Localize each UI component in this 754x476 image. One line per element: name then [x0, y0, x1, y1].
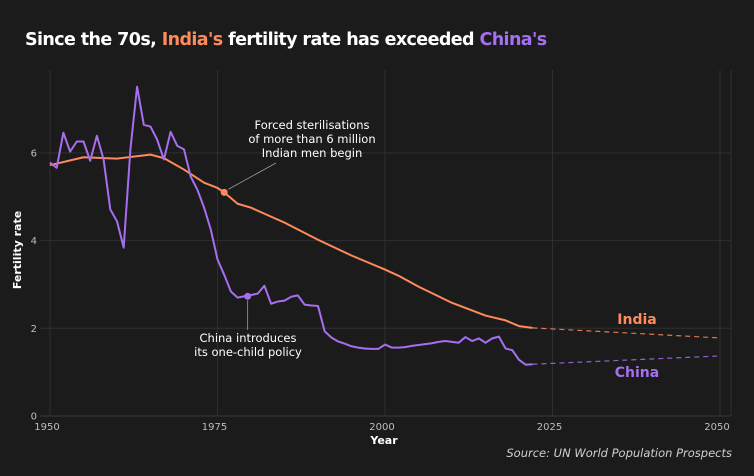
annotation-china-marker	[244, 292, 252, 300]
y-axis-label: Fertility rate	[11, 211, 24, 289]
y-tick-label: 4	[31, 236, 37, 247]
y-tick-label: 6	[31, 148, 37, 159]
grid	[40, 70, 732, 417]
annotation-india-line2: of more than 6 million	[248, 132, 375, 146]
x-tick-label: 2000	[369, 422, 394, 433]
annotation-india-line3: Indian men begin	[262, 146, 363, 160]
x-tick-label: 2025	[537, 422, 562, 433]
projection-line-china	[532, 355, 721, 365]
projection-line-india	[532, 327, 721, 339]
title-china: China's	[479, 30, 547, 50]
y-tick-label: 2	[31, 324, 37, 335]
series-line-india	[49, 153, 533, 329]
series-line-china	[49, 85, 533, 366]
title-india: India's	[161, 30, 223, 50]
x-axis-label: Year	[369, 434, 398, 447]
annotations: Forced sterilisations of more than 6 mil…	[194, 118, 375, 359]
annotation-china-line2: its one-child policy	[194, 345, 302, 359]
title-middle: fertility rate has exceeded	[222, 30, 480, 50]
series-label-india: India	[617, 312, 656, 328]
x-tick-label: 2050	[704, 422, 729, 433]
series-label-china: China	[615, 365, 659, 381]
series-lines	[49, 85, 721, 366]
annotation-india-leader	[228, 162, 277, 190]
tick-labels: 0 2 4 6 1950 1975 2000 2025 2050	[31, 148, 730, 433]
annotation-india-line1: Forced sterilisations	[254, 118, 369, 132]
title-prefix: Since the 70s,	[25, 30, 162, 50]
chart-title: Since the 70s, India's fertility rate ha…	[25, 30, 547, 50]
x-tick-label: 1950	[34, 422, 59, 433]
annotation-china-line1: China introduces	[200, 331, 297, 345]
x-tick-label: 1975	[202, 422, 227, 433]
y-tick-label: 0	[31, 412, 37, 423]
annotation-india-marker	[220, 188, 228, 196]
source-note: Source: UN World Population Prospects	[506, 446, 732, 460]
